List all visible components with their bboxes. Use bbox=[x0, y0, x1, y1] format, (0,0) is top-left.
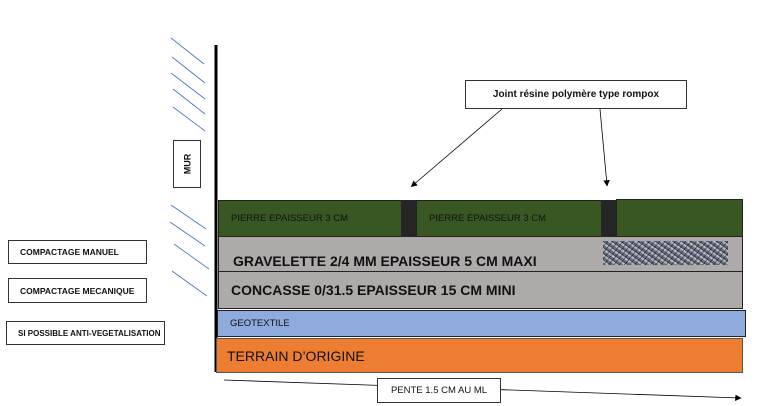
hatch-line bbox=[173, 243, 210, 270]
slope-label: PENTE 1.5 CM AU ML bbox=[390, 385, 488, 396]
hatch-line bbox=[172, 106, 206, 132]
concasse-layer: CONCASSE 0/31.5 EPAISSEUR 15 CM MINI bbox=[218, 271, 743, 309]
terrain-layer: TERRAIN D’ORIGINE bbox=[216, 338, 743, 373]
geotextile-label: GEOTEXTILE bbox=[230, 318, 290, 329]
anti-vegetalisation-box: SI POSSIBLE ANTI-VEGETALISATION bbox=[6, 321, 165, 345]
pierre-slab-1: PIERRE EPAISSEUR 3 CM bbox=[218, 200, 402, 237]
hatch-line bbox=[170, 72, 206, 100]
mur-label-box: MUR bbox=[173, 140, 201, 188]
pierre-slab-3 bbox=[616, 199, 743, 237]
geotextile-layer: GEOTEXTILE bbox=[217, 310, 746, 337]
joint-arrow bbox=[410, 108, 503, 188]
gravelette-label: GRAVELETTE 2/4 MM EPAISSEUR 5 CM MAXI bbox=[233, 253, 537, 269]
slope-label-box: PENTE 1.5 CM AU ML bbox=[377, 378, 501, 403]
hatch-line bbox=[171, 56, 206, 84]
concasse-label: CONCASSE 0/31.5 EPAISSEUR 15 CM MINI bbox=[231, 282, 516, 298]
mur-label: MUR bbox=[182, 153, 192, 175]
hatch-line bbox=[170, 37, 205, 65]
resin-joint-2 bbox=[601, 200, 617, 237]
compactage-manuel-label: COMPACTAGE MANUEL bbox=[20, 247, 119, 257]
hatch-line bbox=[172, 88, 206, 115]
joint-label-box: Joint résine polymère type rompox bbox=[465, 80, 687, 109]
joint-label: Joint résine polymère type rompox bbox=[492, 89, 660, 100]
hatch-line bbox=[169, 221, 206, 247]
gravel-texture-image bbox=[603, 241, 728, 265]
hatch-line bbox=[170, 204, 207, 230]
resin-joint-1 bbox=[401, 200, 417, 237]
compactage-mecanique-label: COMPACTAGE MECANIQUE bbox=[20, 285, 135, 296]
compactage-manuel-box: COMPACTAGE MANUEL bbox=[8, 240, 147, 264]
compactage-mecanique-box: COMPACTAGE MECANIQUE bbox=[8, 278, 147, 303]
pierre-label-2: PIERRE EPAISSEUR 3 CM bbox=[429, 213, 547, 224]
joint-arrow bbox=[599, 108, 610, 187]
hatch-line bbox=[171, 270, 208, 297]
wall-hatching bbox=[169, 37, 210, 297]
pierre-label-1: PIERRE EPAISSEUR 3 CM bbox=[231, 213, 349, 224]
anti-vegetalisation-label: SI POSSIBLE ANTI-VEGETALISATION bbox=[18, 328, 161, 338]
terrain-label: TERRAIN D’ORIGINE bbox=[227, 347, 365, 364]
pierre-slab-2: PIERRE EPAISSEUR 3 CM bbox=[416, 200, 602, 237]
